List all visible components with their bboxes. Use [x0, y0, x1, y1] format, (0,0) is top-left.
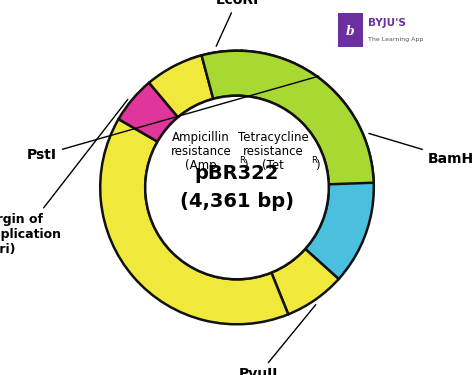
Text: EcoRI: EcoRI [215, 0, 259, 46]
Text: Ampicillin: Ampicillin [172, 131, 230, 144]
Text: (Tet: (Tet [262, 159, 284, 172]
Wedge shape [240, 51, 374, 279]
Wedge shape [118, 83, 178, 142]
Text: BamHI: BamHI [369, 134, 474, 166]
Wedge shape [190, 51, 242, 101]
Text: Orgin of
replication
(ori): Orgin of replication (ori) [0, 99, 128, 256]
Text: R: R [311, 156, 318, 165]
Wedge shape [272, 249, 338, 314]
Text: (Amp: (Amp [185, 159, 217, 172]
Wedge shape [149, 56, 213, 117]
Circle shape [145, 96, 329, 279]
Text: pBR322: pBR322 [195, 164, 279, 183]
Wedge shape [201, 51, 374, 184]
Text: resistance: resistance [171, 145, 231, 158]
Text: resistance: resistance [243, 145, 303, 158]
Text: (4,361 bp): (4,361 bp) [180, 192, 294, 211]
Text: PvuII: PvuII [239, 304, 316, 375]
Wedge shape [100, 119, 288, 324]
Text: ): ) [315, 159, 320, 172]
Text: PstI: PstI [27, 76, 319, 162]
Text: ): ) [243, 159, 248, 172]
Text: R: R [239, 156, 246, 165]
Text: Tetracycline: Tetracycline [237, 131, 309, 144]
